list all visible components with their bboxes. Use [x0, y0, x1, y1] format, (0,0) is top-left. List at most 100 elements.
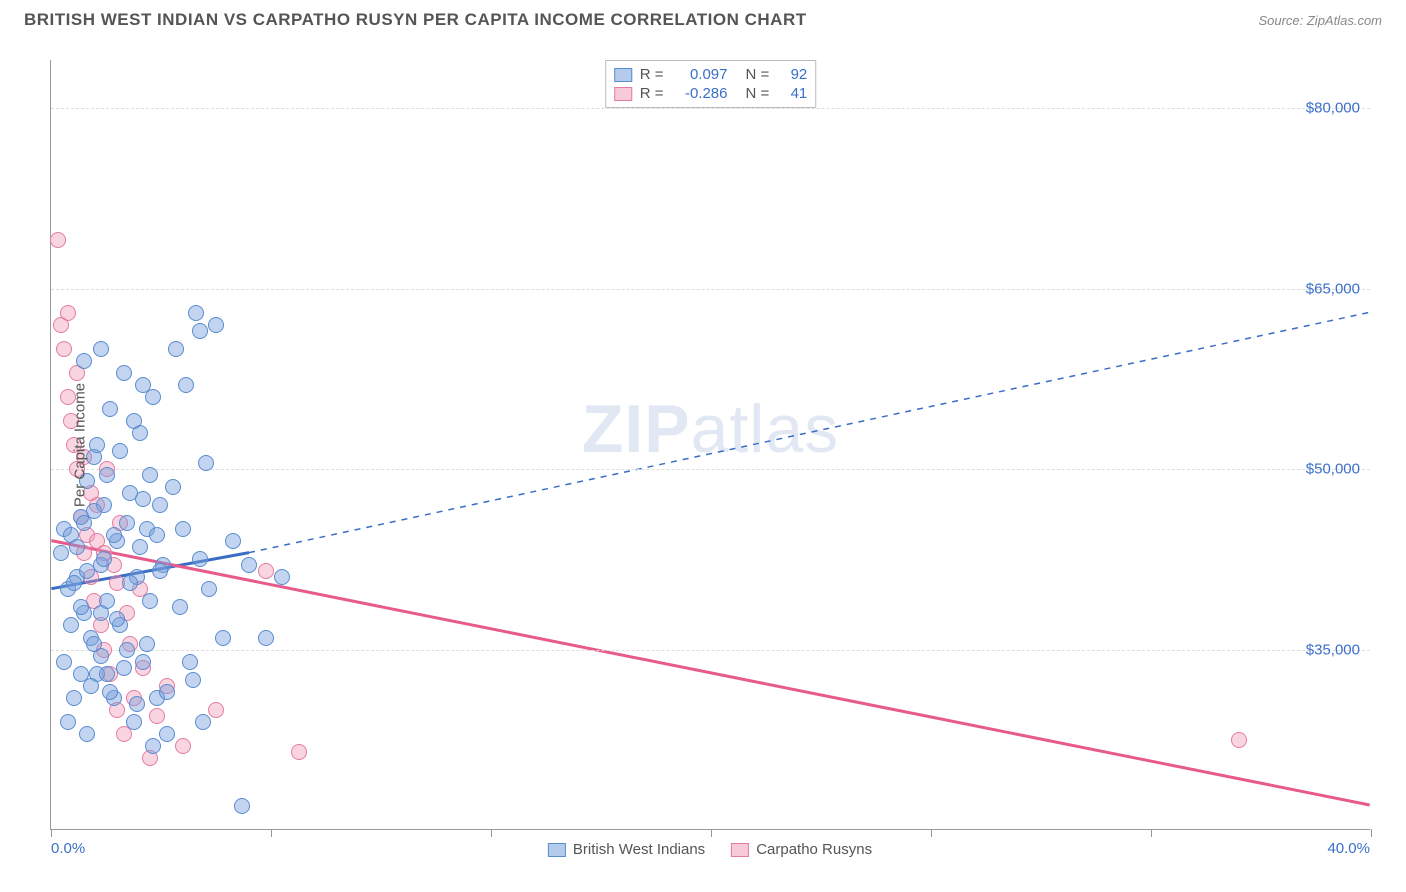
x-tick: [271, 829, 272, 837]
data-point: [129, 696, 145, 712]
data-point: [60, 714, 76, 730]
data-point: [1231, 732, 1247, 748]
stat-n-value: 92: [777, 66, 807, 83]
gridline: [51, 650, 1370, 651]
plot-region: ZIPatlas R = 0.097 N = 92 R = -0.286 N =…: [50, 60, 1370, 830]
data-point: [215, 630, 231, 646]
data-point: [73, 599, 89, 615]
data-point: [291, 744, 307, 760]
data-point: [109, 611, 125, 627]
x-tick: [51, 829, 52, 837]
data-point: [79, 726, 95, 742]
bottom-legend: British West Indians Carpatho Rusyns: [548, 841, 872, 858]
data-point: [225, 533, 241, 549]
data-point: [126, 413, 142, 429]
data-point: [175, 738, 191, 754]
data-point: [198, 455, 214, 471]
stat-r-label: R =: [640, 66, 664, 83]
stats-row: R = 0.097 N = 92: [614, 65, 808, 84]
data-point: [56, 654, 72, 670]
stats-row: R = -0.286 N = 41: [614, 84, 808, 103]
data-point: [258, 563, 274, 579]
data-point: [60, 305, 76, 321]
y-tick-label: $50,000: [1306, 461, 1360, 478]
data-point: [99, 467, 115, 483]
data-point: [168, 341, 184, 357]
data-point: [116, 365, 132, 381]
data-point: [119, 515, 135, 531]
legend-swatch: [731, 843, 749, 857]
legend-swatch: [548, 843, 566, 857]
chart-area: ZIPatlas R = 0.097 N = 92 R = -0.286 N =…: [50, 60, 1370, 830]
x-tick: [931, 829, 932, 837]
data-point: [149, 527, 165, 543]
data-point: [159, 726, 175, 742]
data-point: [195, 714, 211, 730]
x-tick: [1151, 829, 1152, 837]
chart-source: Source: ZipAtlas.com: [1258, 13, 1382, 28]
data-point: [79, 563, 95, 579]
data-point: [234, 798, 250, 814]
data-point: [165, 479, 181, 495]
data-point: [66, 575, 82, 591]
data-point: [69, 539, 85, 555]
data-point: [192, 551, 208, 567]
data-point: [99, 666, 115, 682]
data-point: [175, 521, 191, 537]
data-point: [241, 557, 257, 573]
trend-lines: [51, 60, 1370, 829]
x-tick: [711, 829, 712, 837]
data-point: [66, 690, 82, 706]
data-point: [142, 467, 158, 483]
data-point: [112, 443, 128, 459]
data-point: [122, 575, 138, 591]
data-point: [145, 738, 161, 754]
data-point: [89, 533, 105, 549]
x-tick: [1371, 829, 1372, 837]
stat-r-value: -0.286: [672, 85, 728, 102]
legend-item: Carpatho Rusyns: [731, 841, 872, 858]
data-point: [185, 672, 201, 688]
data-point: [89, 437, 105, 453]
data-point: [96, 551, 112, 567]
data-point: [142, 593, 158, 609]
stat-r-value: 0.097: [672, 66, 728, 83]
data-point: [159, 684, 175, 700]
x-tick-label-left: 0.0%: [51, 840, 85, 857]
legend-swatch: [614, 68, 632, 82]
data-point: [106, 527, 122, 543]
chart-title: BRITISH WEST INDIAN VS CARPATHO RUSYN PE…: [24, 10, 807, 30]
chart-header: BRITISH WEST INDIAN VS CARPATHO RUSYN PE…: [0, 0, 1406, 36]
stat-n-label: N =: [746, 66, 770, 83]
legend-label: British West Indians: [573, 841, 705, 858]
data-point: [126, 714, 142, 730]
data-point: [93, 605, 109, 621]
data-point: [149, 708, 165, 724]
legend-item: British West Indians: [548, 841, 705, 858]
data-point: [182, 654, 198, 670]
y-tick-label: $65,000: [1306, 280, 1360, 297]
data-point: [172, 599, 188, 615]
x-tick-label-right: 40.0%: [1327, 840, 1370, 857]
data-point: [274, 569, 290, 585]
gridline: [51, 469, 1370, 470]
data-point: [135, 377, 151, 393]
data-point: [135, 491, 151, 507]
data-point: [53, 545, 69, 561]
data-point: [208, 317, 224, 333]
data-point: [152, 497, 168, 513]
data-point: [258, 630, 274, 646]
y-axis-label: Per Capita Income: [72, 383, 89, 507]
data-point: [201, 581, 217, 597]
data-point: [73, 666, 89, 682]
gridline: [51, 289, 1370, 290]
data-point: [152, 563, 168, 579]
data-point: [50, 232, 66, 248]
x-tick: [491, 829, 492, 837]
data-point: [93, 341, 109, 357]
data-point: [178, 377, 194, 393]
stat-n-label: N =: [746, 85, 770, 102]
legend-label: Carpatho Rusyns: [756, 841, 872, 858]
data-point: [188, 305, 204, 321]
data-point: [86, 636, 102, 652]
